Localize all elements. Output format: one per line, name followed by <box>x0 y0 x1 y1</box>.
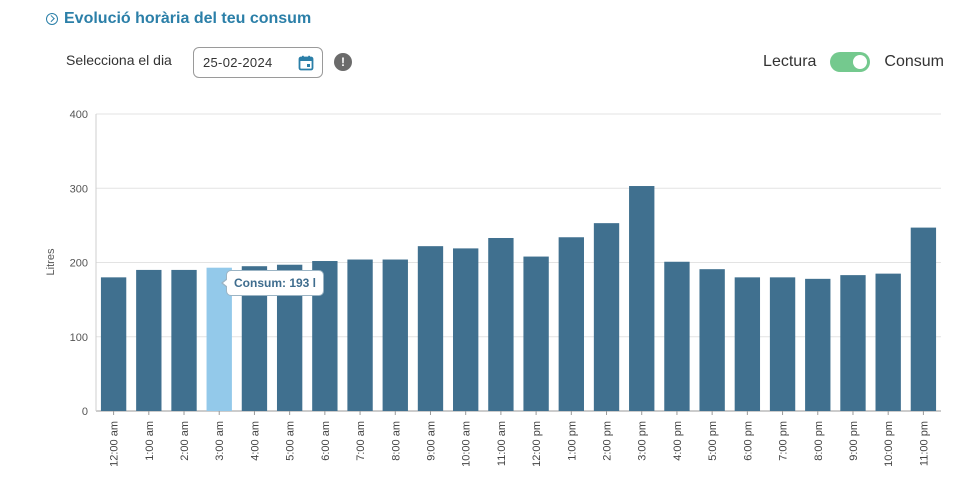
bar-11[interactable] <box>488 237 514 411</box>
x-tick-label: 5:00 pm <box>707 421 719 461</box>
x-tick-label: 3:00 pm <box>637 421 649 461</box>
y-tick-label: 400 <box>70 109 88 121</box>
y-tick-label: 200 <box>70 258 88 270</box>
view-toggle-group: Lectura Consum <box>763 52 944 72</box>
bar-21[interactable] <box>840 275 866 411</box>
bar-12[interactable] <box>523 256 549 411</box>
bar-tooltip: Consum: 193 l <box>220 270 325 296</box>
x-tick-label: 2:00 am <box>179 421 191 461</box>
section-title: Evolució horària del teu consum <box>64 10 312 27</box>
calendar-icon[interactable] <box>298 55 314 71</box>
bar-23[interactable] <box>910 227 937 411</box>
bar-8[interactable] <box>382 259 408 411</box>
bar-layer <box>100 186 937 411</box>
x-tick-label: 6:00 pm <box>742 421 754 461</box>
x-tick-label: 4:00 pm <box>672 421 684 461</box>
x-tick-label: 6:00 am <box>320 421 332 461</box>
x-tick-label: 3:00 am <box>214 421 226 461</box>
bar-2[interactable] <box>171 269 197 411</box>
x-tick-label: 5:00 am <box>285 421 297 461</box>
x-tick-label: 10:00 am <box>461 421 473 467</box>
y-tick-label: 100 <box>70 332 88 344</box>
x-tick-label: 12:00 pm <box>531 421 543 467</box>
x-tick-label: 2:00 pm <box>602 421 614 461</box>
y-tick-label: 0 <box>82 406 88 418</box>
x-tick-label: 8:00 am <box>390 421 402 461</box>
x-tick-label: 12:00 am <box>109 421 121 467</box>
toggle-label-lectura[interactable]: Lectura <box>763 53 817 70</box>
x-tick-label: 7:00 pm <box>778 421 790 461</box>
x-tick-label: 7:00 am <box>355 421 367 461</box>
bar-9[interactable] <box>417 246 444 411</box>
x-tick-label: 8:00 pm <box>813 421 825 461</box>
toggle-label-consum[interactable]: Consum <box>884 53 944 70</box>
bar-20[interactable] <box>805 278 831 411</box>
x-tick-label: 11:00 am <box>496 421 508 466</box>
chevron-circle-right-icon[interactable] <box>46 13 58 25</box>
axis-layer: 0 100 200 300 400 12:00 am 1:00 am 2:00 am 3:00 … <box>70 109 931 467</box>
x-tick-label: 4:00 am <box>249 421 261 461</box>
toggle-knob <box>853 55 868 69</box>
grid-layer <box>96 113 941 412</box>
info-icon[interactable]: ! <box>334 53 352 71</box>
bar-18[interactable] <box>734 277 761 411</box>
bar-10[interactable] <box>453 248 479 411</box>
bar-19[interactable] <box>769 277 796 411</box>
x-tick-label: 10:00 pm <box>883 421 895 467</box>
date-value[interactable]: 25-02-2024 <box>203 55 273 70</box>
bar-17[interactable] <box>699 269 725 411</box>
bar-22[interactable] <box>875 273 901 411</box>
bar-15[interactable] <box>629 186 655 411</box>
section-header: Evolució horària del teu consum <box>46 8 311 30</box>
y-axis-label: Litres <box>45 248 57 275</box>
day-select-label: Selecciona el dia <box>66 52 172 68</box>
bar-16[interactable] <box>664 261 690 411</box>
x-tick-label: 9:00 pm <box>848 421 860 461</box>
bar-14[interactable] <box>593 223 620 411</box>
lectura-consum-toggle[interactable] <box>830 52 871 72</box>
x-tick-label: 1:00 am <box>144 421 156 461</box>
bar-7[interactable] <box>347 259 373 411</box>
date-input[interactable]: 25-02-2024 <box>193 47 323 78</box>
x-tick-label: 1:00 pm <box>566 421 578 461</box>
bar-1[interactable] <box>136 269 162 411</box>
y-tick-label: 300 <box>70 183 88 195</box>
x-tick-label: 9:00 am <box>425 421 437 461</box>
bar-13[interactable] <box>558 237 584 411</box>
bar-0[interactable] <box>100 277 127 411</box>
x-tick-label: 11:00 pm <box>918 421 930 466</box>
